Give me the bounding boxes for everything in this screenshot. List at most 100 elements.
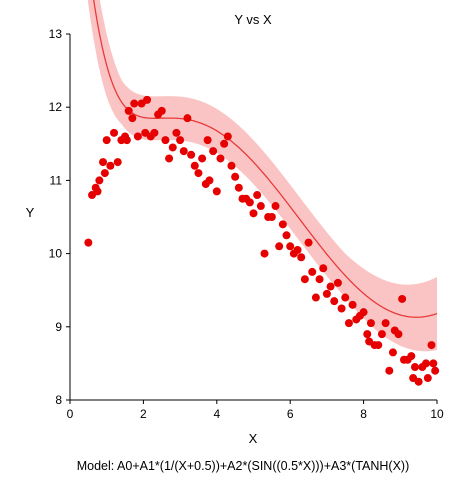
data-point (102, 136, 111, 145)
x-ticks: 0 2 4 6 8 10 (67, 400, 444, 421)
data-point (363, 330, 372, 339)
data-point (227, 161, 236, 170)
data-points-layer (84, 95, 440, 386)
y-axis-label: Y (26, 205, 35, 220)
data-point (341, 293, 350, 302)
data-point (93, 187, 102, 196)
data-point (113, 158, 122, 167)
data-point (385, 366, 394, 375)
data-point (133, 132, 142, 141)
data-point (429, 359, 438, 368)
x-tick-label: 0 (67, 407, 74, 421)
data-point (198, 154, 207, 163)
data-point (124, 106, 133, 115)
data-point (278, 220, 287, 229)
data-point (330, 297, 339, 306)
data-point (311, 293, 320, 302)
data-point (99, 158, 108, 167)
data-point (234, 183, 243, 192)
x-axis-label: X (249, 431, 258, 446)
y-tick-label: 8 (55, 393, 62, 407)
data-point (374, 341, 383, 350)
data-point (172, 128, 181, 137)
data-point (286, 242, 295, 251)
data-point (122, 136, 131, 145)
confidence-band (87, 0, 437, 352)
data-point (223, 132, 232, 141)
data-point (359, 308, 368, 317)
data-point (194, 169, 203, 178)
y-tick-label: 11 (50, 173, 63, 187)
data-point (220, 139, 229, 148)
chart-title: Y vs X (234, 12, 272, 27)
data-point (388, 348, 397, 357)
x-tick-label: 8 (360, 407, 367, 421)
y-tick-label: 10 (49, 247, 63, 261)
data-point (203, 136, 212, 145)
data-point (187, 150, 196, 159)
data-point (190, 161, 199, 170)
data-point (128, 114, 137, 123)
data-point (333, 278, 342, 287)
data-point (130, 99, 139, 108)
data-point (319, 264, 328, 273)
model-equation: Model: A0+A1*(1/(X+0.5))+A2*(SIN((0.5*X)… (77, 459, 410, 473)
data-point (84, 238, 93, 247)
data-point (179, 147, 188, 156)
data-point (297, 253, 306, 262)
data-point (275, 242, 284, 251)
data-point (300, 275, 309, 284)
data-point (377, 330, 386, 339)
data-point (348, 300, 357, 309)
x-tick-label: 10 (430, 407, 444, 421)
data-point (421, 359, 430, 368)
data-point (168, 143, 177, 152)
data-point (106, 161, 115, 170)
data-point (398, 294, 407, 303)
data-point (212, 187, 221, 196)
data-point (293, 245, 302, 254)
data-point (315, 275, 324, 284)
data-point (282, 231, 291, 240)
data-point (110, 128, 119, 137)
data-point (253, 191, 262, 200)
x-tick-label: 6 (287, 407, 294, 421)
data-point (326, 282, 335, 291)
data-point (245, 198, 254, 207)
data-point (271, 202, 280, 211)
data-point (407, 352, 416, 361)
data-point (161, 136, 170, 145)
data-point (304, 238, 313, 247)
data-point (256, 202, 265, 211)
data-point (231, 172, 240, 181)
data-point (165, 154, 174, 163)
data-point (322, 289, 331, 298)
data-point (183, 114, 192, 123)
data-point (157, 106, 166, 115)
x-tick-label: 4 (213, 407, 220, 421)
data-point (205, 176, 214, 185)
data-point (381, 319, 390, 328)
y-ticks: 8 9 10 11 12 13 (49, 27, 70, 407)
data-point (95, 176, 104, 185)
y-tick-label: 13 (49, 27, 63, 41)
data-point (176, 136, 185, 145)
data-point (427, 341, 436, 350)
data-point (366, 319, 375, 328)
data-point (423, 374, 432, 383)
data-point (308, 267, 317, 276)
data-point (394, 330, 403, 339)
data-point (209, 147, 218, 156)
data-point (216, 154, 225, 163)
data-point (260, 249, 269, 258)
y-tick-label: 9 (55, 320, 62, 334)
y-tick-label: 12 (49, 100, 63, 114)
data-point (249, 209, 258, 218)
x-tick-label: 2 (140, 407, 147, 421)
data-point (150, 128, 159, 137)
data-point (267, 213, 276, 221)
data-point (100, 169, 109, 178)
data-point (143, 95, 152, 104)
data-point (431, 366, 440, 375)
